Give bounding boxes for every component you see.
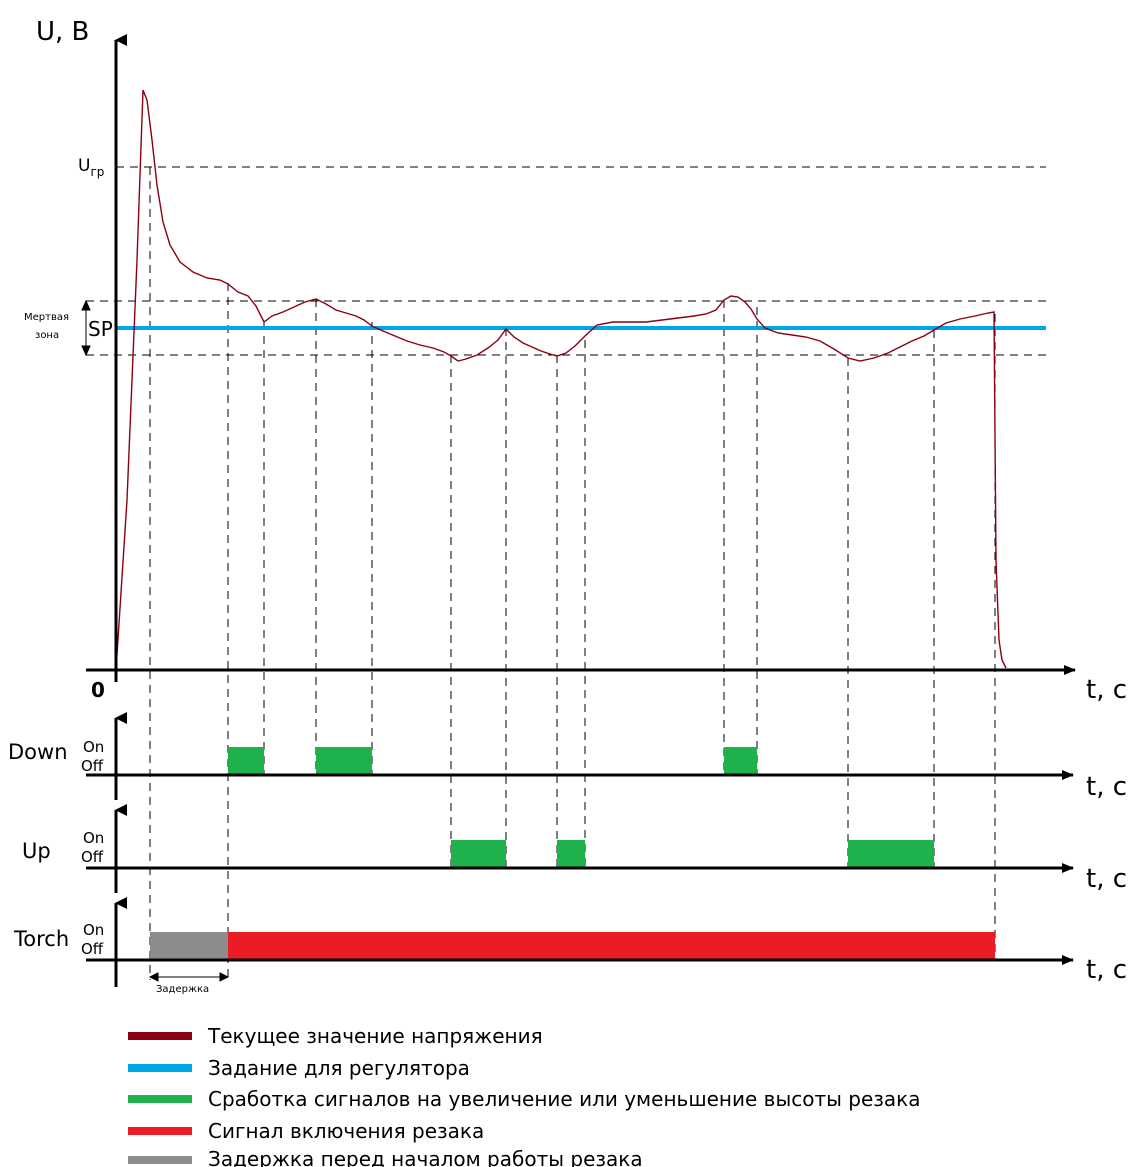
up-pulse xyxy=(848,840,934,868)
legend-item-setpoint: Задание для регулятора xyxy=(128,1056,470,1080)
legend-text: Сработка сигналов на увеличение или умен… xyxy=(208,1087,921,1111)
up-pulse xyxy=(557,840,585,868)
down-pulse xyxy=(724,747,757,775)
down-x-label: t, с xyxy=(1086,772,1127,802)
torch-delay-bar xyxy=(150,932,228,960)
deadzone-bracket xyxy=(81,299,91,357)
delay-label: Задержка xyxy=(156,984,209,995)
legend: Текущее значение напряжения Задание для … xyxy=(128,1024,921,1167)
legend-swatch xyxy=(128,1064,192,1072)
legend-item-delay: Задержка перед началом работы резака xyxy=(128,1147,643,1167)
down-off-label: Off xyxy=(81,757,104,775)
legend-swatch xyxy=(128,1032,192,1040)
up-signal: Up On Off t, с xyxy=(22,804,1127,894)
down-on-label: On xyxy=(83,738,104,756)
deadzone-label-line2: зона xyxy=(35,330,59,341)
y-axis-label: U, В xyxy=(36,17,89,47)
legend-item-voltage: Текущее значение напряжения xyxy=(128,1024,543,1048)
legend-item-torch: Сигнал включения резака xyxy=(128,1119,484,1143)
setpoint-label: SP xyxy=(88,317,113,341)
origin-label: 0 xyxy=(91,678,105,702)
torch-on-label: On xyxy=(83,921,104,939)
legend-text: Задание для регулятора xyxy=(208,1056,470,1080)
deadzone-label-line1: Мертвая xyxy=(24,312,69,323)
down-pulse xyxy=(316,747,372,775)
u-gr-label: Uгр xyxy=(78,156,104,179)
down-signal: Down On Off t, с xyxy=(8,712,1127,802)
guide-lines xyxy=(86,166,1046,980)
legend-text: Текущее значение напряжения xyxy=(207,1024,543,1048)
legend-swatch xyxy=(128,1095,192,1103)
up-pulse xyxy=(451,840,506,868)
down-label: Down xyxy=(8,740,68,764)
legend-item-updown: Сработка сигналов на увеличение или умен… xyxy=(128,1087,921,1111)
torch-off-label: Off xyxy=(81,940,104,958)
up-x-label: t, с xyxy=(1086,864,1127,894)
voltage-curve xyxy=(115,89,1007,671)
up-label: Up xyxy=(22,839,51,863)
legend-swatch xyxy=(128,1156,192,1164)
up-on-label: On xyxy=(83,829,104,847)
legend-swatch xyxy=(128,1127,192,1135)
delay-bracket xyxy=(148,972,230,982)
torch-label: Torch xyxy=(13,927,69,951)
torch-signal: Torch On Off t, с Задержка xyxy=(13,897,1127,995)
legend-text: Сигнал включения резака xyxy=(208,1119,484,1143)
down-pulse xyxy=(228,747,264,775)
torch-on-bar xyxy=(228,932,995,960)
x-axis-label: t, с xyxy=(1086,675,1127,705)
up-off-label: Off xyxy=(81,848,104,866)
torch-x-label: t, с xyxy=(1086,955,1127,985)
legend-text: Задержка перед началом работы резака xyxy=(208,1147,643,1167)
